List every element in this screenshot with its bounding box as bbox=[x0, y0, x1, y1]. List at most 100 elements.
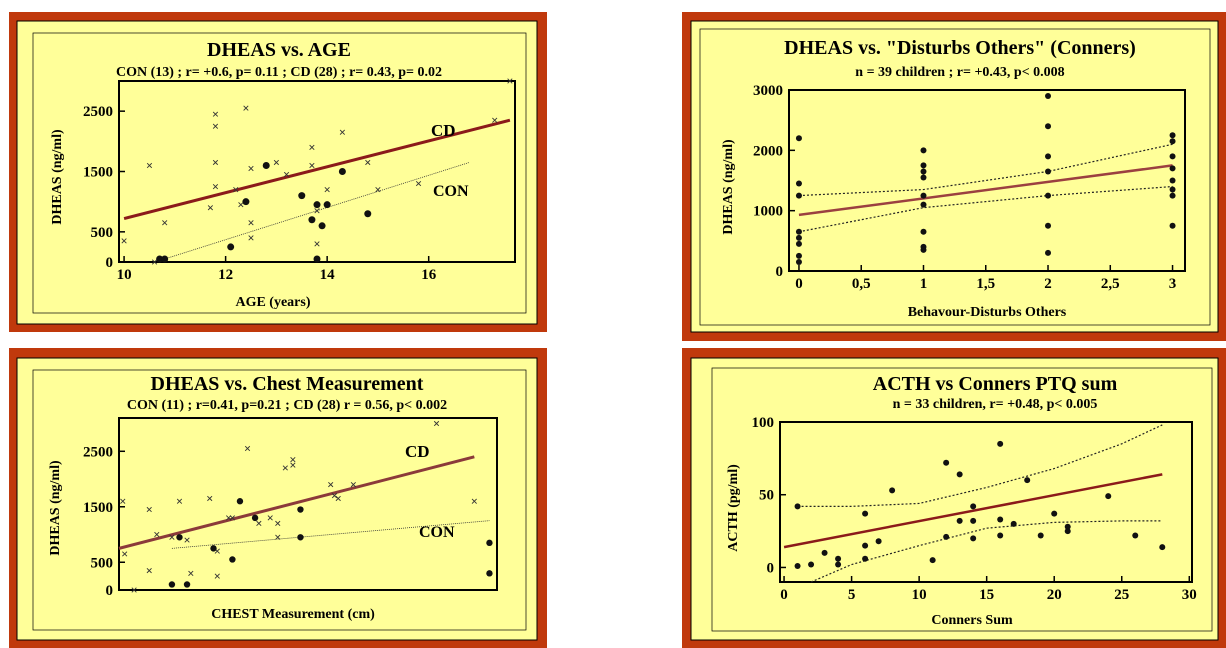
data-point bbox=[283, 171, 290, 178]
data-point bbox=[339, 129, 346, 135]
cross-stroke bbox=[365, 159, 371, 166]
data-point bbox=[943, 459, 950, 466]
x-tick-label: 0 bbox=[780, 587, 788, 603]
chart-title: ACTH vs Conners PTQ sum bbox=[873, 373, 1118, 395]
data-point bbox=[184, 537, 190, 543]
panel-frame bbox=[711, 367, 1213, 632]
cross-stroke bbox=[229, 515, 236, 521]
data-point bbox=[1169, 138, 1176, 145]
data-point bbox=[176, 498, 183, 504]
data-point bbox=[1045, 153, 1052, 160]
data-point bbox=[808, 561, 815, 568]
cross-stroke bbox=[314, 241, 320, 247]
data-point bbox=[970, 535, 977, 542]
x-tick-label: 20 bbox=[1047, 587, 1062, 603]
data-point bbox=[161, 255, 169, 263]
data-point bbox=[248, 220, 254, 226]
data-point bbox=[821, 549, 828, 556]
cross-stroke bbox=[492, 117, 498, 123]
data-point bbox=[920, 192, 927, 199]
chart-dheas-disturbs: DHEAS vs. "Disturbs Others" (Conners) n … bbox=[690, 20, 1219, 333]
regression-line-con bbox=[164, 162, 470, 260]
data-point bbox=[146, 506, 152, 513]
data-point bbox=[162, 220, 168, 226]
data-point bbox=[862, 555, 869, 562]
panel-dheas-disturbs: DHEAS vs. "Disturbs Others" (Conners) n … bbox=[682, 12, 1226, 341]
line-label: CON bbox=[419, 524, 455, 541]
cross-stroke bbox=[184, 537, 190, 543]
data-point bbox=[956, 471, 963, 478]
data-point bbox=[795, 252, 802, 259]
y-axis-label: ACTH (pg/ml) bbox=[726, 464, 741, 552]
data-point bbox=[244, 445, 251, 452]
y-tick-label: 1500 bbox=[83, 500, 113, 516]
data-point bbox=[1169, 177, 1176, 184]
x-tick-label: 10 bbox=[117, 267, 132, 283]
data-point bbox=[207, 205, 214, 211]
cross-stroke bbox=[214, 573, 220, 579]
data-point bbox=[210, 545, 217, 552]
x-tick-label: 0,5 bbox=[852, 276, 871, 292]
chart-subtitle: n = 39 children ; r= +0.43, p< 0.008 bbox=[855, 65, 1064, 80]
data-point bbox=[298, 192, 306, 200]
regression-line-cd bbox=[118, 455, 475, 550]
data-point bbox=[375, 186, 381, 193]
cross-stroke bbox=[339, 129, 346, 135]
data-point bbox=[1045, 93, 1052, 100]
data-point bbox=[214, 573, 220, 579]
data-point bbox=[262, 161, 270, 169]
data-point bbox=[920, 174, 927, 181]
data-point bbox=[795, 240, 802, 247]
data-point bbox=[875, 538, 882, 545]
cross-stroke bbox=[415, 180, 422, 187]
data-point bbox=[212, 183, 219, 190]
x-tick-label: 25 bbox=[1114, 587, 1129, 603]
y-tick-label: 3000 bbox=[753, 83, 783, 99]
cross-stroke bbox=[131, 587, 137, 593]
data-point bbox=[275, 534, 281, 540]
data-point bbox=[889, 487, 896, 494]
data-point bbox=[956, 517, 963, 524]
cross-stroke bbox=[188, 570, 194, 576]
data-point bbox=[242, 198, 250, 206]
data-point bbox=[795, 192, 802, 199]
x-tick-label: 15 bbox=[979, 587, 994, 603]
y-tick-label: 0 bbox=[106, 583, 114, 599]
cross-stroke bbox=[207, 205, 214, 211]
data-point bbox=[122, 551, 128, 557]
confidence-band-upper bbox=[797, 424, 1163, 507]
cross-stroke bbox=[248, 235, 254, 241]
data-point bbox=[970, 503, 977, 510]
y-tick-label: 0 bbox=[767, 560, 775, 576]
data-point bbox=[920, 168, 927, 175]
data-point bbox=[920, 201, 927, 208]
x-axis-label: Conners Sum bbox=[931, 613, 1013, 628]
data-point bbox=[1105, 493, 1112, 500]
data-point bbox=[309, 144, 315, 150]
data-point bbox=[131, 587, 137, 593]
data-point bbox=[1169, 222, 1176, 229]
data-point bbox=[251, 514, 259, 522]
cross-stroke bbox=[248, 165, 254, 172]
cross-stroke bbox=[282, 465, 288, 471]
data-point bbox=[350, 481, 356, 488]
data-point bbox=[212, 159, 219, 166]
data-point bbox=[862, 510, 869, 517]
data-point bbox=[794, 503, 801, 510]
cross-stroke bbox=[335, 495, 341, 502]
data-point bbox=[238, 202, 244, 208]
data-point bbox=[233, 186, 239, 193]
cross-stroke bbox=[375, 186, 381, 193]
cross-stroke bbox=[233, 186, 239, 193]
data-point bbox=[795, 234, 802, 241]
data-point bbox=[309, 162, 315, 169]
data-point bbox=[492, 117, 498, 123]
data-point bbox=[486, 539, 493, 547]
data-point bbox=[486, 570, 493, 577]
cross-stroke bbox=[256, 520, 262, 527]
data-point bbox=[120, 498, 126, 504]
chart-title: DHEAS vs. AGE bbox=[207, 39, 351, 61]
data-point bbox=[415, 180, 422, 187]
confidence-band-lower bbox=[798, 185, 1173, 233]
data-point bbox=[795, 228, 802, 235]
